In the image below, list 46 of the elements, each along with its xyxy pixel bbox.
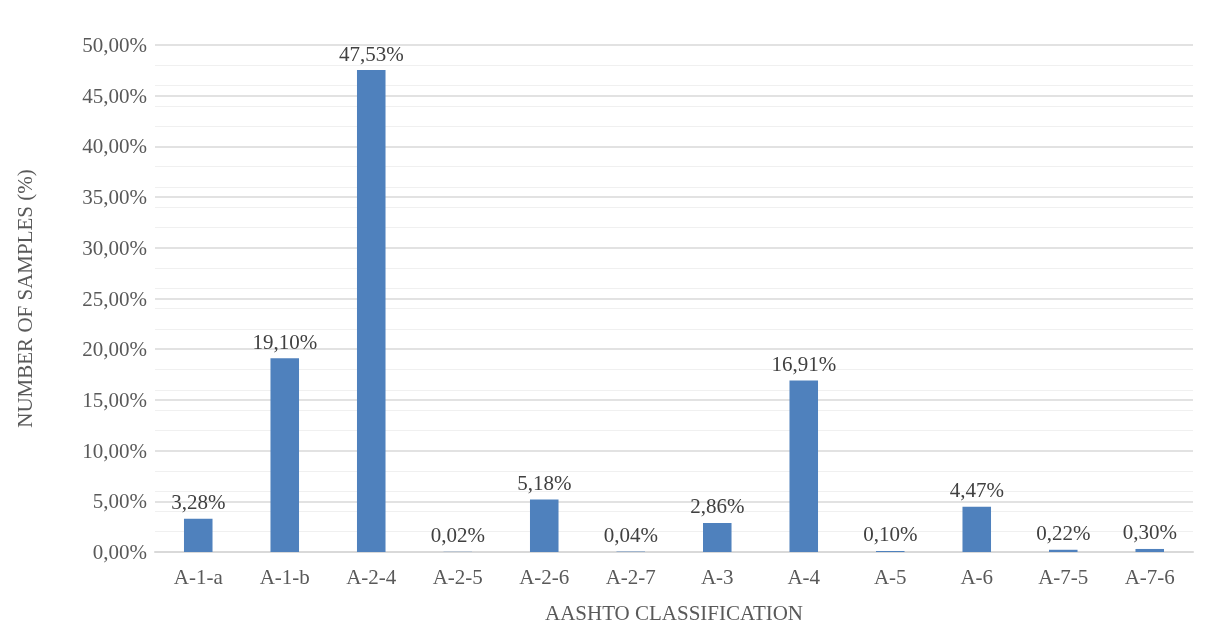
x-tick-label: A-3 — [700, 564, 734, 589]
bar — [270, 358, 300, 552]
y-tick-label: 45,00% — [82, 83, 147, 108]
data-label: 4,47% — [949, 478, 1004, 503]
bar — [1135, 548, 1165, 552]
x-tick-label: A-5 — [873, 564, 907, 589]
bar — [183, 518, 213, 552]
data-label: 0,30% — [1122, 520, 1177, 545]
bar — [356, 70, 386, 552]
y-tick-label: 50,00% — [82, 33, 147, 57]
data-label: 2,86% — [690, 494, 745, 519]
x-tick-label: A-7-6 — [1124, 564, 1175, 589]
y-tick-label: 15,00% — [82, 387, 147, 412]
y-tick-label: 30,00% — [82, 235, 147, 260]
x-tick-label: A-2-7 — [605, 564, 656, 589]
y-tick-label: 5,00% — [92, 489, 147, 514]
y-tick-label: 25,00% — [82, 286, 147, 311]
x-tick-label: A-2-6 — [519, 564, 570, 589]
y-axis-title: NUMBER OF SAMPLES (%) — [12, 169, 37, 428]
y-tick-label: 40,00% — [82, 134, 147, 159]
bar — [962, 506, 992, 552]
data-label: 47,53% — [338, 41, 404, 66]
x-tick-label: A-7-5 — [1038, 564, 1089, 589]
y-tick-label: 35,00% — [82, 185, 147, 210]
bar — [1048, 549, 1078, 552]
data-label: 0,02% — [430, 523, 485, 548]
data-label: 5,18% — [517, 470, 572, 495]
y-tick-label: 20,00% — [82, 337, 147, 362]
bar — [529, 499, 559, 552]
x-tick-label: A-1-a — [173, 564, 224, 589]
y-tick-label: 10,00% — [82, 438, 147, 463]
bar — [789, 380, 819, 552]
x-tick-label: A-2-5 — [432, 564, 483, 589]
x-tick-label: A-1-b — [259, 564, 310, 589]
x-axis-title: AASHTO CLASSIFICATION — [544, 600, 804, 625]
x-tick-label: A-6 — [960, 564, 994, 589]
x-tick-label: A-2-4 — [346, 564, 397, 589]
data-label: 0,22% — [1036, 521, 1091, 546]
data-label: 3,28% — [171, 490, 226, 515]
x-tick-label: A-4 — [787, 564, 821, 589]
data-label: 16,91% — [771, 352, 837, 377]
data-label: 0,10% — [863, 522, 918, 547]
data-label: 19,10% — [252, 329, 318, 354]
data-label: 0,04% — [603, 523, 658, 548]
y-tick-label: 0,00% — [92, 540, 147, 564]
bar — [702, 523, 732, 552]
